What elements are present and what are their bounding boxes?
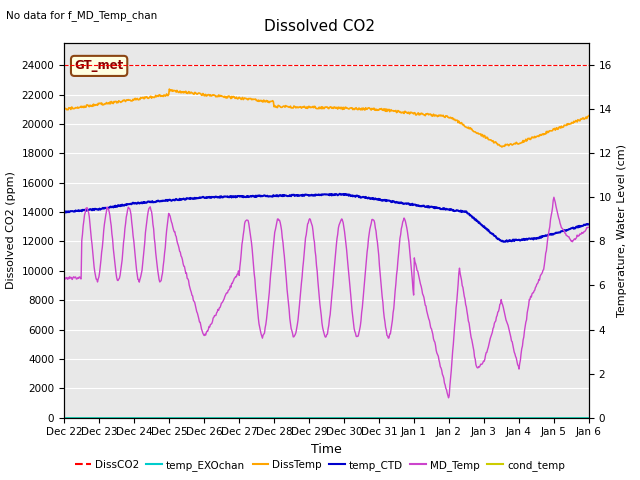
Y-axis label: Temperature, Water Level (cm): Temperature, Water Level (cm) xyxy=(618,144,627,317)
X-axis label: Time: Time xyxy=(311,443,342,456)
Legend: DissCO2, temp_EXOchan, DissTemp, temp_CTD, MD_Temp, cond_temp: DissCO2, temp_EXOchan, DissTemp, temp_CT… xyxy=(71,456,569,475)
Y-axis label: Dissolved CO2 (ppm): Dissolved CO2 (ppm) xyxy=(6,171,16,289)
Text: Dissolved CO2: Dissolved CO2 xyxy=(264,19,376,34)
Text: No data for f_MD_Temp_chan: No data for f_MD_Temp_chan xyxy=(6,10,157,21)
Text: GT_met: GT_met xyxy=(74,60,124,72)
